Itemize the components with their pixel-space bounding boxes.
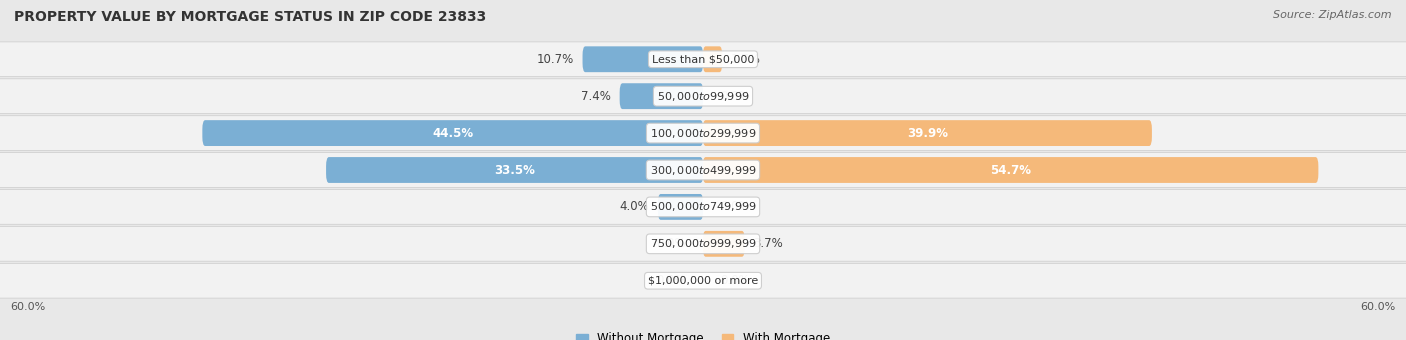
Text: 3.7%: 3.7% [754, 237, 783, 250]
FancyBboxPatch shape [0, 153, 1406, 187]
Text: $1,000,000 or more: $1,000,000 or more [648, 276, 758, 286]
Text: 1.7%: 1.7% [731, 53, 761, 66]
FancyBboxPatch shape [703, 120, 1152, 146]
Text: 44.5%: 44.5% [432, 126, 474, 140]
Text: 0.0%: 0.0% [720, 200, 749, 214]
Text: 54.7%: 54.7% [990, 164, 1031, 176]
FancyBboxPatch shape [0, 42, 1406, 76]
Text: Less than $50,000: Less than $50,000 [652, 54, 754, 64]
Text: 0.0%: 0.0% [657, 274, 686, 287]
FancyBboxPatch shape [0, 264, 1406, 298]
FancyBboxPatch shape [326, 157, 703, 183]
Text: Source: ZipAtlas.com: Source: ZipAtlas.com [1274, 10, 1392, 20]
FancyBboxPatch shape [658, 194, 703, 220]
FancyBboxPatch shape [582, 46, 703, 72]
Legend: Without Mortgage, With Mortgage: Without Mortgage, With Mortgage [571, 328, 835, 340]
FancyBboxPatch shape [202, 120, 703, 146]
Text: $100,000 to $299,999: $100,000 to $299,999 [650, 126, 756, 140]
Text: $300,000 to $499,999: $300,000 to $499,999 [650, 164, 756, 176]
FancyBboxPatch shape [0, 79, 1406, 114]
FancyBboxPatch shape [703, 231, 745, 257]
FancyBboxPatch shape [0, 226, 1406, 261]
Text: 10.7%: 10.7% [537, 53, 574, 66]
Text: 39.9%: 39.9% [907, 126, 948, 140]
Text: $750,000 to $999,999: $750,000 to $999,999 [650, 237, 756, 250]
FancyBboxPatch shape [0, 190, 1406, 224]
Text: $50,000 to $99,999: $50,000 to $99,999 [657, 90, 749, 103]
FancyBboxPatch shape [0, 116, 1406, 150]
Text: $500,000 to $749,999: $500,000 to $749,999 [650, 200, 756, 214]
Text: 4.0%: 4.0% [619, 200, 650, 214]
Text: 0.0%: 0.0% [720, 90, 749, 103]
Text: PROPERTY VALUE BY MORTGAGE STATUS IN ZIP CODE 23833: PROPERTY VALUE BY MORTGAGE STATUS IN ZIP… [14, 10, 486, 24]
FancyBboxPatch shape [703, 46, 723, 72]
FancyBboxPatch shape [703, 157, 1319, 183]
FancyBboxPatch shape [620, 83, 703, 109]
Text: 33.5%: 33.5% [494, 164, 536, 176]
Text: 0.0%: 0.0% [657, 237, 686, 250]
Text: 0.0%: 0.0% [720, 274, 749, 287]
Text: 7.4%: 7.4% [581, 90, 610, 103]
